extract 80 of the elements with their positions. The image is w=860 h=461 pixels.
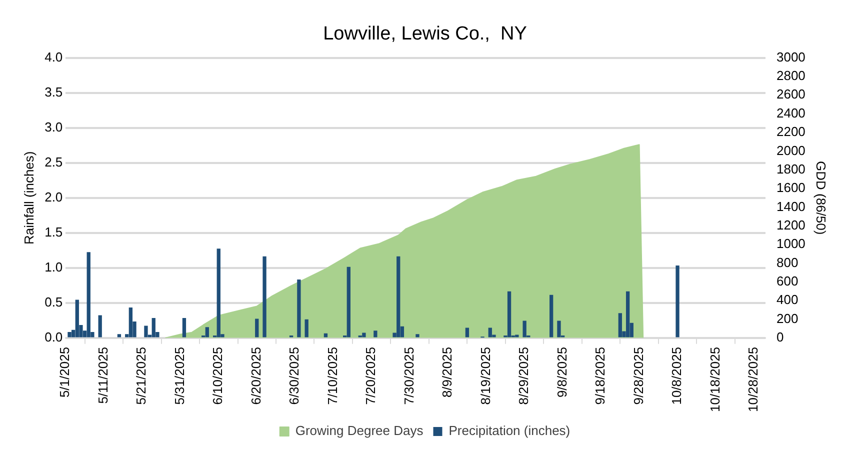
y2-tick-label: 1400 — [776, 198, 806, 214]
bar — [68, 332, 72, 338]
y2-tick-label: 1200 — [776, 217, 806, 232]
x-tick-label: 8/9/2025 — [440, 346, 455, 398]
bar — [550, 294, 554, 338]
y-axis-title: Rainfall (inches) — [21, 151, 36, 244]
bar — [618, 313, 622, 338]
bar — [396, 256, 400, 338]
x-tick-label: 5/21/2025 — [134, 346, 149, 405]
bar — [86, 252, 90, 338]
y-tick-label: 4.0 — [44, 49, 63, 64]
bar — [182, 318, 186, 338]
y2-tick-label: 200 — [776, 310, 798, 326]
bar — [488, 328, 492, 338]
bar — [324, 333, 328, 338]
y2-tick-label: 400 — [776, 292, 798, 308]
bar — [98, 315, 102, 338]
x-tick-label: 8/19/2025 — [478, 346, 493, 405]
x-tick-label: 9/18/2025 — [592, 346, 608, 405]
legend-label: Growing Degree Days — [295, 423, 424, 438]
x-tick-label: 9/28/2025 — [630, 346, 646, 405]
x-tick-label: 9/8/2025 — [554, 346, 570, 398]
bar — [515, 334, 519, 338]
y-tick-label: 3.0 — [44, 119, 63, 134]
y2-tick-label: 2600 — [776, 86, 806, 102]
y2-tick-label: 2400 — [776, 105, 806, 120]
bar — [507, 291, 512, 338]
y2-tick-label: 0 — [776, 330, 784, 345]
y2-tick-label: 2000 — [776, 142, 806, 158]
x-tick-label: 7/30/2025 — [401, 346, 416, 405]
x-tick-label: 5/11/2025 — [95, 346, 110, 404]
y-tick-label: 3.5 — [44, 84, 63, 100]
bar — [255, 318, 259, 338]
y-tick-label: 1.0 — [44, 259, 63, 274]
legend-label: Precipitation (inches) — [448, 423, 570, 438]
y-tick-label: 1.5 — [44, 224, 63, 240]
bar — [522, 320, 526, 338]
bar — [117, 334, 122, 338]
y2-tick-label: 1600 — [776, 180, 806, 196]
bar — [304, 319, 308, 338]
x-tick-label: 8/29/2025 — [516, 346, 532, 405]
bar — [557, 320, 561, 338]
x-tick-label: 6/10/2025 — [210, 346, 226, 405]
bar — [297, 279, 301, 338]
y-tick-label: 2.0 — [44, 189, 63, 204]
x-tick-label: 10/28/2025 — [746, 346, 761, 412]
x-tick-label: 10/8/2025 — [669, 346, 684, 405]
y-tick-label: 0.0 — [44, 330, 63, 345]
y2-tick-label: 3000 — [776, 49, 806, 64]
bar — [676, 265, 680, 338]
y2-tick-label: 1800 — [776, 161, 806, 176]
x-tick-label: 5/31/2025 — [172, 346, 187, 405]
y2-axis-title: GDD (86/50) — [814, 161, 829, 235]
bar — [262, 256, 266, 338]
chart-title: Lowville, Lewis Co., NY — [323, 24, 528, 45]
y2-tick-label: 1000 — [776, 236, 806, 252]
bar — [416, 334, 420, 338]
x-tick-label: 6/20/2025 — [248, 346, 264, 405]
x-tick-label: 7/10/2025 — [324, 346, 340, 405]
bar — [465, 328, 470, 338]
x-tick-label: 7/20/2025 — [363, 346, 378, 405]
bar — [75, 300, 79, 338]
y2-tick-label: 2800 — [776, 68, 806, 84]
x-tick-label: 5/1/2025 — [57, 346, 72, 398]
bar — [205, 327, 209, 338]
bar — [362, 332, 366, 338]
bar — [346, 266, 350, 338]
y2-tick-label: 800 — [776, 254, 798, 270]
x-tick-label: 10/18/2025 — [707, 346, 722, 412]
bar — [626, 291, 630, 338]
y-tick-label: 0.5 — [44, 294, 63, 310]
bar — [374, 330, 378, 338]
y2-tick-label: 600 — [776, 273, 798, 288]
bar — [128, 307, 133, 338]
y-tick-label: 2.5 — [44, 154, 63, 170]
bar — [152, 318, 156, 338]
y2-tick-label: 2200 — [776, 124, 806, 140]
bar — [216, 248, 220, 338]
bar — [144, 326, 148, 338]
x-tick-label: 6/30/2025 — [286, 346, 302, 405]
